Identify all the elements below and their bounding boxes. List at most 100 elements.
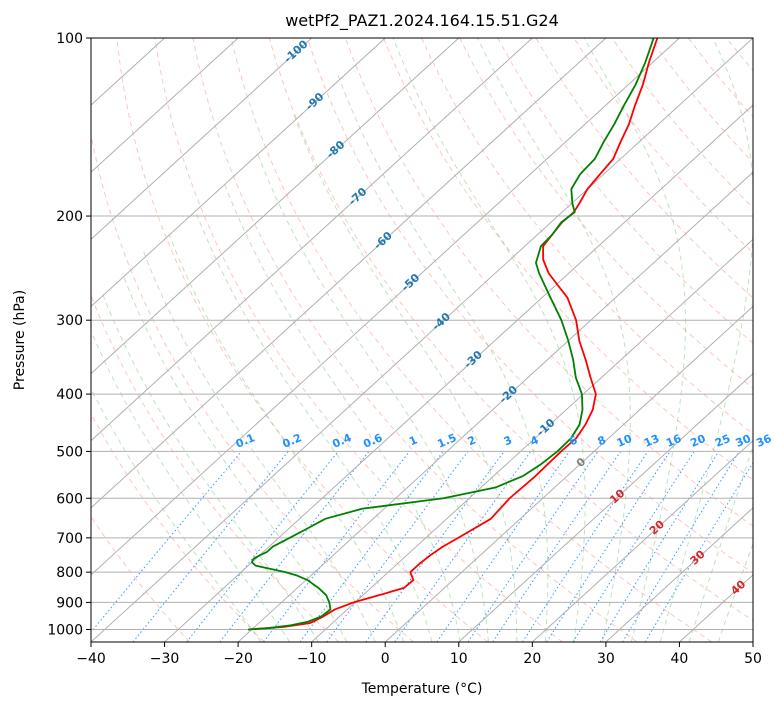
dry-adiabat — [649, 38, 753, 163]
x-tick-label: −20 — [223, 651, 253, 667]
isotherm-label: -100 — [281, 37, 310, 65]
y-tick-label: 1000 — [47, 622, 83, 638]
mixing-ratio-line — [186, 451, 339, 642]
dry-adiabat — [230, 38, 713, 642]
isotherm-line — [91, 38, 313, 241]
mixing-ratio-line — [365, 451, 505, 642]
dry-adiabat — [726, 38, 753, 72]
moist-adiabat — [688, 444, 753, 642]
mixing-ratio-line — [263, 451, 410, 642]
mixing-ratio-line — [326, 451, 469, 642]
moist-adiabat — [293, 114, 518, 642]
moist-adiabat — [121, 273, 348, 642]
y-tick-label: 100 — [56, 31, 83, 47]
moist-adiabat — [583, 38, 686, 642]
y-axis: 100 200 300 400 500 600 700 800 900 1000 — [47, 31, 91, 638]
dry-adiabat — [497, 38, 753, 344]
dry-adiabat — [116, 38, 489, 642]
mixing-ratio-line — [622, 451, 740, 642]
y-tick-label: 400 — [56, 387, 83, 403]
dry-adiabat — [344, 38, 753, 527]
mixing-ratio-line — [132, 451, 289, 642]
moist-adiabat — [255, 150, 489, 642]
x-tick-label: 20 — [523, 651, 541, 667]
mixing-ratio-label: 10 — [615, 432, 635, 450]
dry-adiabat — [765, 38, 775, 642]
moist-adiabat — [143, 251, 376, 642]
isotherm-line — [91, 38, 386, 308]
dry-adiabat — [268, 38, 753, 622]
mixing-ratio-line — [492, 451, 622, 642]
x-tick-label: 0 — [381, 651, 390, 667]
sounding-profiles — [248, 38, 659, 631]
dry-adiabat — [154, 38, 563, 642]
background-lines — [91, 38, 775, 642]
mixing-ratio-label: 0.6 — [361, 431, 384, 451]
dry-adiabat — [535, 38, 753, 299]
moist-adiabat — [194, 209, 433, 642]
y-axis-label: Pressure (hPa) — [12, 290, 28, 390]
isotherm-line — [91, 38, 753, 642]
y-tick-label: 800 — [56, 565, 83, 581]
mixing-ratio-label: 36 — [754, 432, 774, 450]
mixing-ratio-label: 2 — [466, 433, 478, 448]
x-tick-label: 50 — [744, 651, 762, 667]
y-tick-label: 200 — [56, 209, 83, 225]
isotherm-line — [605, 507, 753, 642]
isotherm-line — [91, 38, 607, 509]
y-tick-label: 500 — [56, 444, 83, 460]
moist-adiabat — [477, 38, 631, 642]
mixing-ratio-label: 3 — [502, 433, 514, 448]
x-tick-label: −30 — [150, 651, 180, 667]
mixing-ratio-line — [467, 451, 599, 642]
plot-frame — [90, 37, 754, 643]
x-tick-label: 40 — [671, 651, 689, 667]
y-tick-label: 300 — [56, 313, 83, 329]
isotherm-line — [91, 38, 460, 375]
mixing-ratio-label: 1.5 — [435, 431, 458, 451]
moist-adiabat — [337, 73, 549, 642]
x-axis-label: Temperature (°C) — [361, 681, 483, 697]
mixing-ratio-line — [546, 451, 671, 642]
dry-adiabat — [91, 132, 414, 642]
moist-adiabat — [168, 234, 405, 642]
isotherm-line — [384, 305, 753, 642]
mixing-ratio-line — [91, 451, 242, 633]
isotherm-line — [91, 38, 533, 442]
y-tick-label: 900 — [56, 595, 83, 611]
y-tick-label: 700 — [56, 531, 83, 547]
temperature-line — [248, 38, 659, 631]
isotherm-line — [237, 171, 753, 642]
mixing-ratio-label: 13 — [642, 432, 661, 450]
isotherm-line — [531, 439, 753, 642]
dry-adiabat — [306, 38, 753, 574]
dry-adiabat — [192, 38, 638, 642]
mixing-ratio-label: 0.1 — [234, 431, 257, 451]
moist-adiabat — [91, 387, 262, 642]
chart-title: wetPf2_PAZ1.2024.164.15.51.G24 — [285, 11, 559, 31]
mixing-ratio-line — [599, 451, 720, 642]
moist-adiabat — [91, 329, 291, 642]
mixing-ratio-label: 25 — [713, 432, 732, 450]
moist-adiabat — [392, 38, 586, 642]
mixing-ratio-label: 30 — [734, 432, 754, 450]
dewpoint-line — [248, 38, 655, 631]
mixing-ratio-line — [644, 461, 753, 642]
mixing-ratio-line — [522, 451, 649, 642]
isotherm-line — [752, 641, 753, 642]
x-tick-label: −10 — [297, 651, 327, 667]
mixing-ratio-line — [436, 451, 570, 642]
x-axis: −40 −30 −20 −10 0 10 20 30 40 50 — [76, 642, 762, 667]
line-labels: -100-90-80-70-60-50-40-30-20-10010203040… — [234, 37, 774, 597]
x-tick-label: 30 — [597, 651, 615, 667]
isotherm-line — [311, 238, 753, 642]
isotherm-line — [91, 38, 239, 173]
mixing-ratio-label: 0.2 — [281, 431, 304, 451]
moist-adiabat — [659, 38, 753, 642]
mixing-ratio-label: 20 — [688, 432, 708, 450]
isotherm-line — [458, 372, 753, 642]
mixing-ratio-label: 16 — [664, 432, 684, 450]
y-tick-label: 600 — [56, 491, 83, 507]
dry-adiabat — [91, 515, 191, 642]
